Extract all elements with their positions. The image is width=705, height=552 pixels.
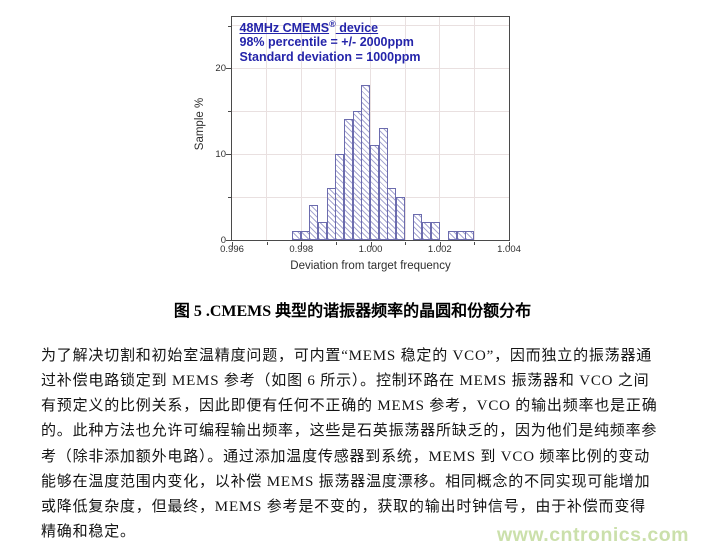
registered-trademark-symbol: ® — [329, 18, 336, 29]
annotation-line-3: Standard deviation = 1000ppm — [239, 49, 421, 64]
body-paragraph: 为了解决切割和初始室温精度问题，可内置“MEMS 稳定的 VCO”，因而独立的振… — [41, 348, 658, 541]
axis-tick — [509, 241, 510, 247]
histogram-bar — [292, 230, 302, 240]
axis-tick — [227, 25, 231, 27]
histogram-bar — [413, 213, 423, 240]
histogram-bar — [326, 188, 336, 240]
axis-tick — [227, 197, 231, 199]
x-tick-label: 1.004 — [497, 244, 521, 255]
histogram-bar — [378, 128, 388, 240]
v-gridline — [370, 16, 371, 240]
histogram-bar — [309, 205, 319, 240]
axis-tick — [439, 241, 441, 247]
histogram-bar — [370, 145, 380, 240]
histogram-bar — [465, 230, 475, 240]
axis-tick — [405, 241, 407, 245]
histogram-bar — [361, 85, 371, 240]
figure-caption: 图 5 .CMEMS 典型的谐振器频率的晶圆和份额分布 — [173, 303, 532, 320]
histogram-bar — [395, 196, 406, 240]
axis-tick — [232, 241, 233, 247]
device-name-tail-text: device — [335, 20, 379, 35]
x-axis-title: Deviation from target frequency — [290, 260, 451, 272]
y-tick-label: 10 — [215, 148, 226, 160]
y-tick-label: 20 — [215, 62, 226, 74]
device-name-text: 48MHz CMEMS — [239, 20, 330, 35]
v-gridline — [473, 16, 475, 240]
axis-tick — [225, 240, 231, 241]
axis-tick — [266, 241, 268, 245]
x-tick-label: 1.000 — [358, 244, 383, 255]
v-gridline — [439, 16, 441, 240]
histogram-bar — [300, 230, 310, 240]
annotation-line-1: 48MHz CMEMS® device — [239, 18, 421, 36]
axis-tick — [370, 241, 372, 247]
histogram-bar — [387, 188, 397, 240]
chart-annotation: 48MHz CMEMS® device 98% percentile = +/-… — [239, 18, 421, 65]
v-gridline — [335, 16, 337, 240]
histogram-bar — [352, 110, 362, 240]
v-gridline — [266, 16, 268, 240]
histogram-bar — [421, 222, 431, 240]
histogram-bar — [430, 222, 440, 240]
axis-tick — [474, 241, 476, 245]
histogram-bar — [335, 153, 345, 240]
histogram-bar — [447, 230, 457, 240]
histogram-bar — [318, 222, 328, 240]
x-tick-label: 0.996 — [220, 244, 244, 255]
histogram-bar — [344, 119, 354, 240]
x-tick-label: 1.002 — [427, 244, 452, 255]
v-gridline — [300, 16, 302, 240]
annotation-line-2: 98% percentile = +/- 2000ppm — [239, 35, 414, 49]
axis-tick — [225, 68, 231, 70]
axis-tick — [335, 241, 337, 245]
x-tick-label: 0.998 — [289, 244, 314, 255]
axis-tick — [225, 154, 231, 156]
y-tick-label: 0 — [220, 234, 226, 246]
histogram-bar — [456, 230, 466, 240]
histogram-plot-area: 48MHz CMEMS® device 98% percentile = +/-… — [230, 15, 510, 241]
watermark-text: www.cntronics.com — [497, 524, 689, 546]
v-gridline — [404, 16, 406, 240]
axis-tick — [227, 111, 231, 113]
axis-tick — [301, 241, 303, 247]
